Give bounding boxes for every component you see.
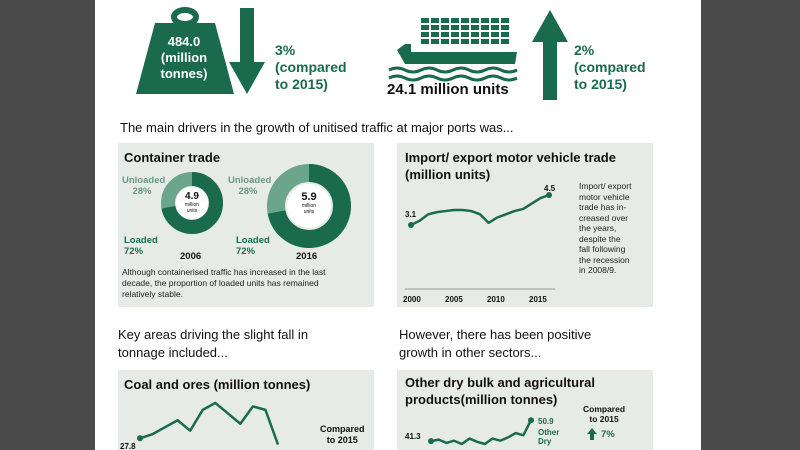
vehicle-panel-title: Import/ export motor vehicle trade (mill… <box>405 150 616 182</box>
container-box <box>491 25 499 30</box>
container-box <box>461 25 469 30</box>
dry-bulk-panel: Other dry bulk and agricultural products… <box>397 370 653 450</box>
bulk-change-pct: 7% <box>601 429 615 440</box>
growth-heading: However, there has been positive growth … <box>399 327 592 360</box>
container-box <box>441 25 449 30</box>
container-box <box>501 32 509 37</box>
container-box <box>481 18 489 23</box>
vehicle-tick-2005: 2005 <box>445 295 463 304</box>
donut-2016-center: 5.9 million units <box>301 191 317 215</box>
bulk-arrow-up-icon <box>587 428 597 440</box>
container-box <box>491 39 499 44</box>
bulk-point <box>528 417 534 424</box>
coal-series-line <box>139 401 280 445</box>
fall-heading: Key areas driving the slight fall in ton… <box>118 327 309 360</box>
coal-ores-panel: Coal and ores (million tonnes) 27.8 Comp… <box>118 370 374 450</box>
donut-2006-unloaded-label: Unloaded 28% <box>122 175 166 197</box>
container-box <box>471 32 479 37</box>
container-box <box>431 18 439 23</box>
bulk-end-label: Other Dry <box>538 428 560 446</box>
coal-start-value: 27.8 <box>120 442 136 450</box>
vehicle-line-chart <box>405 192 555 290</box>
intro-text: The main drivers in the growth of unitis… <box>120 120 514 135</box>
container-box <box>421 32 429 37</box>
donut-2016-unloaded-label: Unloaded 28% <box>228 175 272 197</box>
container-box <box>491 32 499 37</box>
donut-2006-year: 2006 <box>180 251 202 262</box>
container-box <box>481 25 489 30</box>
container-note: Although containerised traffic has incre… <box>122 267 326 299</box>
donut-2016-year: 2016 <box>296 251 318 262</box>
bulk-point <box>428 438 434 445</box>
vehicle-note: Import/ export motor vehicle trade has i… <box>579 181 632 275</box>
container-box <box>451 18 459 23</box>
container-box <box>471 25 479 30</box>
weight-icon <box>136 7 234 94</box>
donut-2016-loaded-label: Loaded 72% <box>236 235 270 257</box>
container-box <box>501 25 509 30</box>
vehicle-start-value: 3.1 <box>405 210 417 219</box>
container-box <box>431 39 439 44</box>
container-box <box>461 32 469 37</box>
units-change: 2% (compared to 2015) <box>574 42 646 92</box>
donut-2016 <box>267 164 351 248</box>
tonnage-value: 484.0 <box>167 34 201 49</box>
tonnage-change: 3% (compared to 2015) <box>275 42 347 92</box>
container-panel-title: Container trade <box>124 150 221 165</box>
vehicle-end-value: 4.5 <box>544 184 556 193</box>
container-box <box>421 39 429 44</box>
container-box <box>431 32 439 37</box>
coal-panel-title: Coal and ores (million tonnes) <box>124 377 311 392</box>
vehicle-point <box>408 222 414 228</box>
container-box <box>461 39 469 44</box>
container-box <box>471 39 479 44</box>
container-box <box>451 32 459 37</box>
donut-2006-center: 4.9 million units <box>184 191 200 214</box>
container-box <box>471 18 479 23</box>
ship-icon <box>388 18 518 82</box>
vehicle-tick-2000: 2000 <box>403 295 421 304</box>
container-box <box>481 39 489 44</box>
container-box <box>501 39 509 44</box>
bulk-compared-label: Compared to 2015 <box>583 404 626 424</box>
bulk-series-line <box>430 419 533 446</box>
tonnage-unit-line1: (million <box>160 50 208 65</box>
container-box <box>451 39 459 44</box>
tonnage-label: 484.0 (million tonnes) <box>147 34 221 82</box>
container-box <box>431 25 439 30</box>
coal-line-chart <box>137 401 280 445</box>
container-box <box>421 18 429 23</box>
vehicle-tick-2015: 2015 <box>529 295 547 304</box>
container-box <box>421 25 429 30</box>
infographic-page: 484.0 (million tonnes) 3% (compared to 2… <box>95 0 701 450</box>
vehicle-series-line <box>410 193 550 227</box>
donut-2006-loaded-label: Loaded 72% <box>124 235 158 257</box>
container-box <box>481 32 489 37</box>
container-box <box>441 32 449 37</box>
container-trade-panel: Container trade Unloaded 28% 4.9 million… <box>118 143 374 307</box>
vehicle-trade-panel: Import/ export motor vehicle trade (mill… <box>397 143 653 307</box>
container-box <box>501 18 509 23</box>
container-box <box>441 18 449 23</box>
bulk-start-value: 41.3 <box>405 432 421 441</box>
container-box <box>461 18 469 23</box>
container-box <box>451 25 459 30</box>
container-box <box>491 18 499 23</box>
arrow-down-icon <box>229 8 265 94</box>
coal-point <box>137 435 143 442</box>
units-value: 24.1 million units <box>387 81 509 98</box>
container-box <box>441 39 449 44</box>
bulk-line-chart <box>428 417 534 446</box>
bulk-end-value: 50.9 <box>538 417 554 426</box>
bulk-panel-title: Other dry bulk and agricultural products… <box>405 375 595 407</box>
loaded-share-arc <box>267 164 351 248</box>
loaded-share-arc <box>161 172 223 234</box>
arrow-up-icon <box>532 10 568 100</box>
vehicle-tick-2010: 2010 <box>487 295 505 304</box>
donut-2006 <box>161 172 223 234</box>
coal-compared-label: Compared to 2015 <box>320 424 365 445</box>
vehicle-point <box>546 192 552 198</box>
tonnage-unit-line2: tonnes) <box>160 66 208 81</box>
